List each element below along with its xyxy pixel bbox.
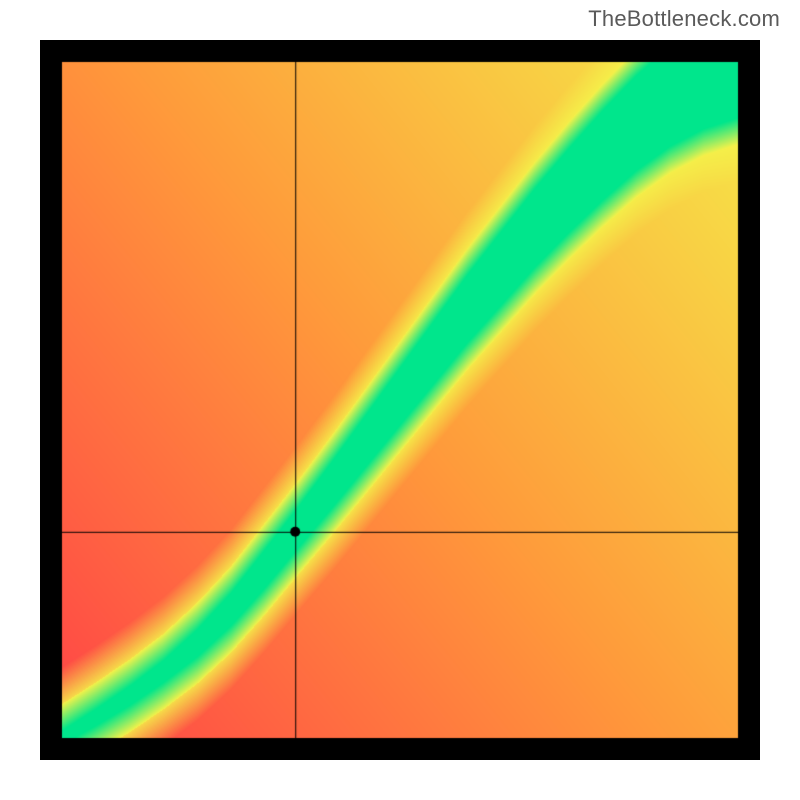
attribution-text: TheBottleneck.com — [588, 6, 780, 32]
heatmap-canvas — [40, 40, 760, 760]
chart-frame — [40, 40, 760, 760]
chart-container: TheBottleneck.com — [0, 0, 800, 800]
